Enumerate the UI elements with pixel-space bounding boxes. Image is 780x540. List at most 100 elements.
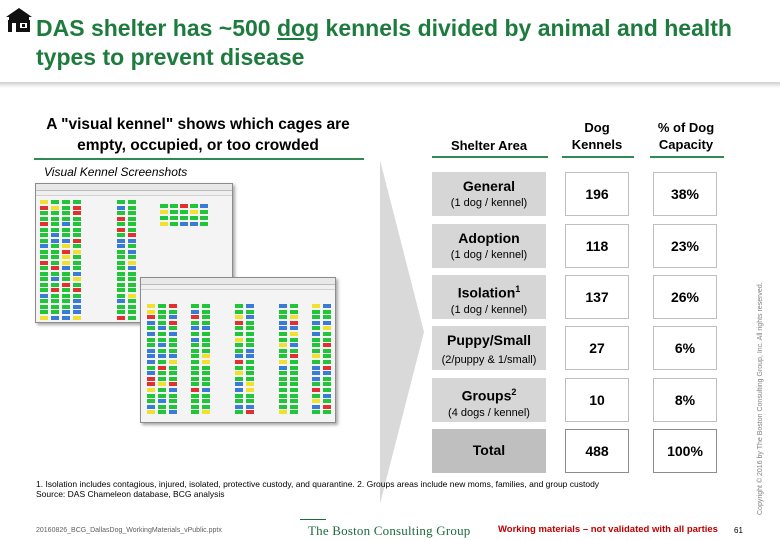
kennel-cell [290, 348, 298, 353]
footnote-1: 1. Isolation includes contagious, injure… [36, 479, 600, 489]
kennel-cell [62, 271, 70, 276]
kennel-cell [235, 343, 243, 348]
kennel-cell [323, 326, 331, 331]
kennel-cell [51, 222, 59, 226]
kennel-cell [160, 222, 168, 226]
kennel-cell [312, 399, 320, 404]
kennel-cell [169, 404, 177, 409]
kennel-cell [117, 260, 125, 265]
brand-rule [300, 519, 326, 520]
kennels-total: 488 [565, 429, 629, 473]
kennel-cell [73, 244, 81, 248]
kennel-cell [279, 365, 287, 370]
kennel-cell [147, 309, 155, 314]
kennel-cell [117, 238, 125, 243]
visual-kennel-heading: A "visual kennel" shows which cages are … [46, 116, 350, 154]
kennel-cell [246, 348, 254, 353]
kennel-cell [191, 393, 199, 398]
kennel-cell [147, 315, 155, 320]
kennel-cell [279, 348, 287, 353]
kennel-cell [180, 222, 188, 226]
kennel-cell [246, 388, 254, 392]
kennel-cell [169, 309, 177, 314]
kennel-cell [202, 399, 210, 404]
kennel-cell [246, 309, 254, 314]
kennel-cell [323, 304, 331, 308]
kennel-cell [279, 354, 287, 359]
kennel-cell [73, 271, 81, 276]
kennel-cell [191, 320, 199, 325]
header-rule-kennels [562, 156, 634, 158]
kennel-cell [128, 293, 136, 298]
kennel-cell [73, 266, 81, 270]
kennel-cell [279, 343, 287, 348]
kennel-cell [169, 371, 177, 376]
kennel-cell [290, 410, 298, 415]
kennel-cell [202, 315, 210, 320]
kennel-cell [191, 371, 199, 376]
kennel-cell [40, 277, 48, 281]
kennel-cell [62, 304, 70, 309]
kennel-cell [73, 249, 81, 254]
kennel-cell [169, 410, 177, 415]
kennel-cell [246, 332, 254, 336]
kennel-cell [117, 266, 125, 270]
page-title: DAS shelter has ~500 dog kennels divided… [36, 14, 736, 72]
kennel-cell [117, 249, 125, 254]
kennel-cell [279, 309, 287, 314]
kennel-cell [51, 288, 59, 292]
kennel-cell [246, 315, 254, 320]
kennel-cell [158, 360, 166, 364]
kennel-cell [169, 348, 177, 353]
page-number: 61 [734, 526, 743, 535]
kennel-cell [147, 320, 155, 325]
kennel-cell [51, 244, 59, 248]
chevron-arrow-icon [380, 160, 424, 504]
kennel-cell [51, 200, 59, 204]
kennel-cell [158, 326, 166, 331]
kennel-cell [202, 304, 210, 308]
kennel-cell [73, 277, 81, 281]
kennel-cell [235, 388, 243, 392]
kennel-cell [73, 233, 81, 237]
kennels-puppy-small: 27 [565, 326, 629, 370]
kennel-cell [147, 326, 155, 331]
kennel-cell [158, 365, 166, 370]
kennel-cell [279, 393, 287, 398]
kennel-cell [170, 210, 178, 214]
kennel-cell [158, 348, 166, 353]
kennel-cell [160, 216, 168, 220]
kennel-cell [191, 376, 199, 381]
kennel-cell [117, 315, 125, 320]
kennel-cell [73, 288, 81, 292]
kennel-cell [158, 410, 166, 415]
kennel-cell [180, 216, 188, 220]
area-sub: (4 dogs / kennel) [448, 406, 530, 419]
kennel-cell [279, 388, 287, 392]
kennel-cell [147, 304, 155, 308]
capacity-total: 100% [653, 429, 717, 473]
kennel-cell [279, 399, 287, 404]
kennel-cell [190, 204, 198, 208]
kennel-cell [246, 343, 254, 348]
file-name: 20160826_BCG_DallasDog_WorkingMaterials_… [36, 527, 222, 534]
kennel-cell [191, 382, 199, 387]
kennel-cell [169, 337, 177, 342]
kennel-cell [147, 388, 155, 392]
kennel-cell [235, 337, 243, 342]
kennel-cell [51, 299, 59, 303]
area-total: Total [432, 429, 546, 473]
kennel-cell [158, 337, 166, 342]
kennels-general: 196 [565, 172, 629, 216]
kennel-cell [40, 304, 48, 309]
kennel-cell [160, 204, 168, 208]
kennel-cell [117, 299, 125, 303]
kennel-cell [290, 382, 298, 387]
kennel-cell [202, 320, 210, 325]
kennel-cell [191, 337, 199, 342]
kennel-cell [40, 233, 48, 237]
kennel-cell [158, 315, 166, 320]
kennel-cell [279, 320, 287, 325]
kennel-cell [312, 393, 320, 398]
kennel-cell [235, 376, 243, 381]
